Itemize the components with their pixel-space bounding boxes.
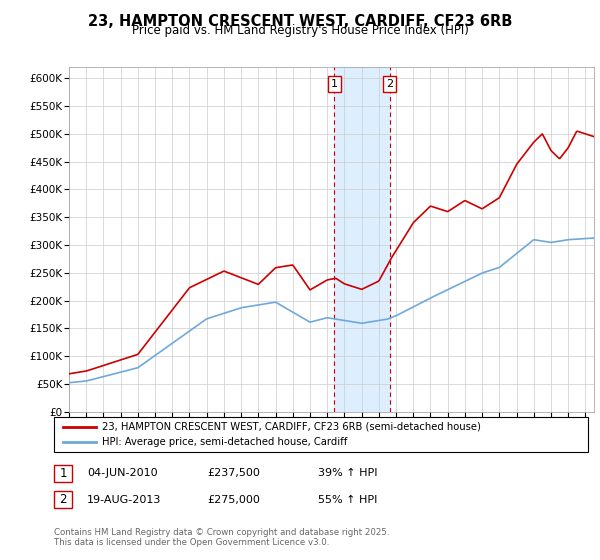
Text: 55% ↑ HPI: 55% ↑ HPI [318,494,377,505]
Text: 04-JUN-2010: 04-JUN-2010 [87,468,158,478]
Text: 23, HAMPTON CRESCENT WEST, CARDIFF, CF23 6RB: 23, HAMPTON CRESCENT WEST, CARDIFF, CF23… [88,14,512,29]
Text: £275,000: £275,000 [207,494,260,505]
Text: HPI: Average price, semi-detached house, Cardiff: HPI: Average price, semi-detached house,… [102,437,347,447]
Text: 19-AUG-2013: 19-AUG-2013 [87,494,161,505]
Text: 1: 1 [59,466,67,480]
Text: 2: 2 [386,79,393,89]
Text: 39% ↑ HPI: 39% ↑ HPI [318,468,377,478]
Text: £237,500: £237,500 [207,468,260,478]
Text: Contains HM Land Registry data © Crown copyright and database right 2025.
This d: Contains HM Land Registry data © Crown c… [54,528,389,547]
Text: 2: 2 [59,493,67,506]
Text: Price paid vs. HM Land Registry's House Price Index (HPI): Price paid vs. HM Land Registry's House … [131,24,469,36]
Bar [334,67,389,412]
Text: 1: 1 [331,79,338,89]
Text: 23, HAMPTON CRESCENT WEST, CARDIFF, CF23 6RB (semi-detached house): 23, HAMPTON CRESCENT WEST, CARDIFF, CF23… [102,422,481,432]
